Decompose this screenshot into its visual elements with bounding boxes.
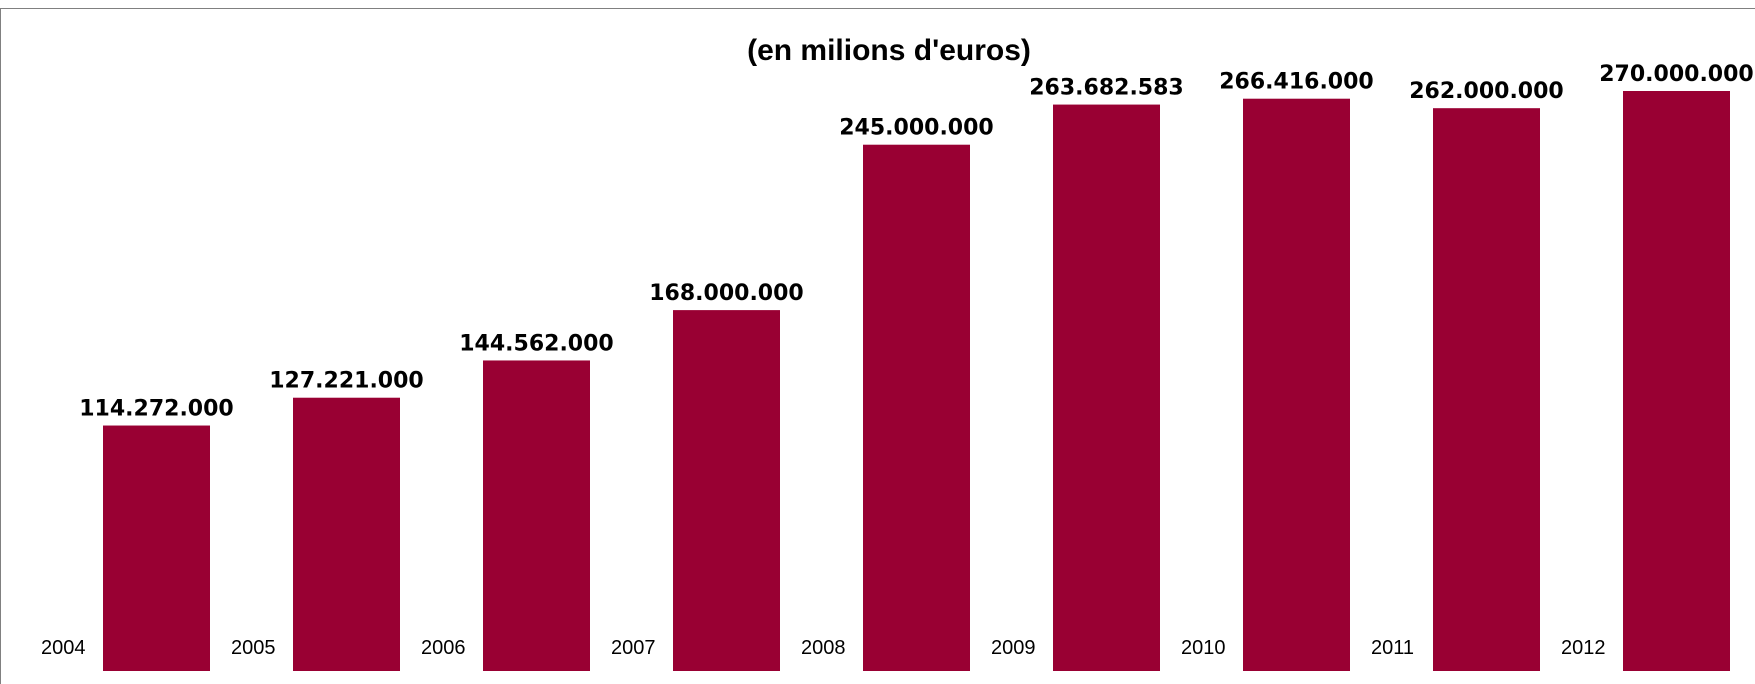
chart-border [0,8,1755,684]
value-label-2011: 262.000.000 [1409,79,1563,104]
value-label-2007: 168.000.000 [649,281,803,306]
value-label-2005: 127.221.000 [269,369,423,394]
category-label-2008: 2008 [801,637,846,659]
value-label-2010: 266.416.000 [1219,70,1373,95]
value-label-2009: 263.682.583 [1029,76,1183,101]
value-label-2006: 144.562.000 [459,331,613,356]
bar-2010 [1243,98,1350,671]
category-label-2012: 2012 [1561,637,1606,659]
bar-2012 [1623,91,1730,671]
category-label-2004: 2004 [41,637,86,659]
category-label-2007: 2007 [611,637,656,659]
category-label-2005: 2005 [231,637,276,659]
category-label-2009: 2009 [991,637,1036,659]
chart-title: (en milions d'euros) [747,34,1031,67]
bars-group [103,91,1730,672]
category-label-2011: 2011 [1371,637,1414,659]
bar-2006 [483,360,590,671]
category-labels-group: 2004 2005 2006 2007 2008 2009 2010 2011 2012 [41,637,1606,659]
bar-2007 [673,310,780,671]
category-label-2006: 2006 [421,637,466,659]
value-label-2012: 270.000.000 [1599,62,1753,87]
bar-2004 [103,425,210,671]
bar-2005 [293,397,400,671]
value-labels-group: 114.272.000 127.221.000 144.562.000 168.000… [79,62,1753,422]
bar-2008 [863,144,970,671]
category-label-2010: 2010 [1181,637,1226,659]
bar-2009 [1053,104,1160,672]
value-label-2004: 114.272.000 [79,397,233,422]
value-label-2008: 245.000.000 [839,116,993,141]
bar-2011 [1433,108,1540,672]
